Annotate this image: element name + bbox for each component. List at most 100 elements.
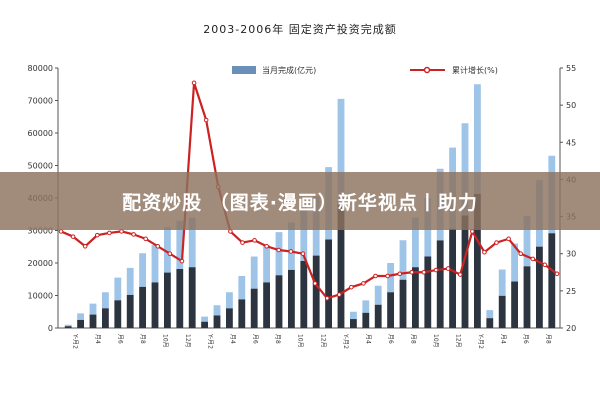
growth-point: [554, 271, 560, 277]
bar-base: [213, 315, 221, 328]
x-tick-label: Y-月2: [477, 333, 484, 349]
bar-base: [511, 281, 519, 328]
x-tick-label: 10月: [297, 334, 304, 348]
growth-point: [421, 269, 427, 275]
bar-upper: [64, 324, 72, 327]
x-tick-label: 10月: [432, 334, 439, 348]
bar-base: [101, 308, 109, 328]
bar-upper: [473, 84, 481, 194]
left-tick-label: 70000: [28, 97, 53, 106]
bar-upper: [101, 292, 109, 309]
bar-base: [263, 282, 271, 328]
x-tick-label: 月4: [229, 334, 236, 344]
left-tick-label: 10000: [28, 292, 53, 301]
bar-base: [89, 314, 97, 328]
line-series: [58, 80, 560, 301]
growth-point: [349, 284, 354, 290]
x-tick-label: 月8: [545, 334, 552, 344]
growth-point: [228, 229, 233, 234]
right-tick-label: 45: [566, 138, 576, 147]
x-tick-label: 月6: [116, 334, 123, 344]
bar-upper: [139, 253, 147, 287]
bar-upper: [461, 123, 469, 216]
right-tick-label: 50: [566, 101, 576, 110]
bar-upper: [176, 220, 184, 270]
bar-base: [114, 300, 122, 328]
x-tick-label: 月6: [522, 334, 529, 344]
growth-point: [82, 243, 88, 249]
growth-point: [518, 251, 524, 257]
bar-upper: [374, 285, 382, 305]
growth-point: [252, 238, 257, 243]
bar-base: [449, 228, 457, 328]
growth-point: [203, 117, 209, 123]
bar-base: [126, 294, 134, 328]
growth-point: [385, 273, 390, 279]
bar-upper: [349, 311, 357, 320]
x-tick-label: 12月: [184, 334, 191, 348]
bar-base: [275, 275, 283, 328]
bar-base: [337, 201, 345, 328]
growth-point: [312, 281, 318, 286]
bar-base: [535, 246, 543, 328]
bar-base: [461, 215, 469, 328]
growth-point: [131, 232, 136, 237]
bar-base: [287, 269, 295, 328]
bar-base: [424, 256, 432, 328]
bar-base: [163, 272, 171, 328]
growth-point: [155, 243, 161, 249]
bar-base: [473, 193, 481, 328]
growth-point: [58, 229, 64, 234]
growth-point: [506, 236, 511, 242]
bar-base: [188, 267, 196, 328]
bar-upper: [362, 300, 370, 313]
bar-base: [498, 295, 506, 328]
bar-base: [387, 292, 395, 328]
growth-point: [457, 272, 463, 277]
x-tick-label: 月8: [139, 334, 146, 344]
x-tick-label: 12月: [319, 334, 326, 348]
chart-title: 2003-2006年 固定资产投资完成额: [203, 22, 396, 36]
bar-upper: [126, 267, 134, 295]
bar-base: [411, 267, 419, 328]
growth-point: [373, 273, 378, 279]
overlay-banner: 配资炒股 （图表·漫画）新华视点丨助力: [0, 172, 600, 230]
growth-point: [494, 240, 499, 245]
left-tick-label: 30000: [28, 227, 53, 236]
bar-base: [201, 321, 209, 328]
bar-base: [250, 288, 258, 328]
bar-base: [436, 240, 444, 328]
x-tick-label: 月4: [94, 334, 101, 344]
growth-point: [361, 281, 366, 286]
bar-base: [325, 239, 333, 328]
bar-base: [349, 319, 357, 328]
bar-base: [151, 282, 159, 328]
growth-point: [167, 251, 173, 257]
right-tick-label: 55: [566, 64, 576, 73]
bar-base: [176, 269, 184, 328]
bar-base: [399, 279, 407, 328]
left-tick-label: 80000: [28, 64, 53, 73]
x-tick-label: 月4: [500, 334, 507, 344]
growth-point: [470, 229, 475, 234]
right-tick-label: 20: [566, 324, 576, 333]
bar-base: [523, 266, 531, 328]
bar-upper: [89, 303, 97, 315]
right-tick-label: 25: [566, 287, 576, 296]
x-tick-label: 月8: [409, 334, 416, 344]
bar-upper: [188, 217, 196, 268]
growth-point: [70, 234, 76, 239]
bar-upper: [201, 316, 209, 322]
bar-base: [64, 326, 72, 328]
right-tick-label: 30: [566, 250, 576, 259]
bar-upper: [77, 313, 85, 320]
left-tick-label: 60000: [28, 129, 53, 138]
growth-point: [433, 267, 439, 273]
bar-upper: [511, 243, 519, 282]
legend-line-marker: [423, 66, 431, 74]
x-tick-label: 月4: [364, 334, 371, 344]
legend: 当月完成(亿元) 累计增长(%): [232, 65, 498, 75]
bar-upper: [486, 310, 494, 319]
x-tick-label: 月8: [274, 334, 281, 344]
